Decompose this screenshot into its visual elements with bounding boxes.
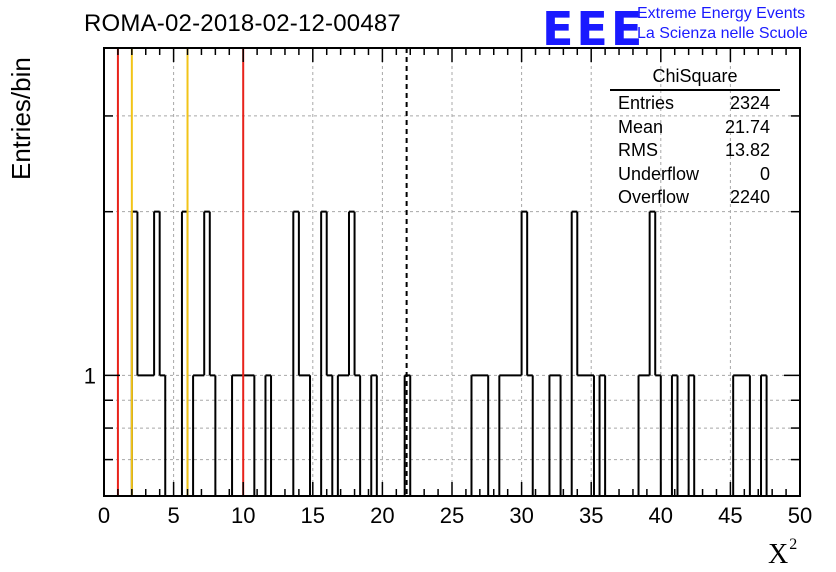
stats-box: ChiSquare Entries 2324 Mean 21.74 RMS 13.82… [610, 66, 780, 210]
x-tick-label: 15 [301, 503, 325, 528]
x-tick-label: 0 [98, 503, 110, 528]
y-axis-label: Entries/bin [6, 57, 36, 180]
x-tick-label: 20 [370, 503, 394, 528]
stats-label: Entries [618, 93, 675, 113]
y-tick-label: 1 [84, 363, 96, 388]
x-tick-label: 40 [649, 503, 673, 528]
stats-value: 13.82 [724, 140, 770, 160]
x-axis-label: X2 [768, 536, 797, 571]
logo-line-1: Extreme Energy Events [637, 5, 806, 22]
stats-value: 0 [759, 163, 770, 184]
x-tick-label: 30 [509, 503, 533, 528]
x-tick-label: 10 [231, 503, 255, 528]
stats-value: 2324 [729, 93, 770, 113]
x-tick-label: 45 [718, 503, 742, 528]
stats-label: RMS [618, 140, 658, 160]
stats-value: 21.74 [724, 116, 770, 137]
eee-logo: EEE [542, 2, 646, 56]
chart-title: ROMA-02-2018-02-12-00487 [84, 10, 401, 37]
stats-label: Mean [618, 116, 664, 137]
x-tick-label: 50 [788, 503, 812, 528]
stats-row-rms: RMS 13.82 [610, 139, 780, 163]
stats-row-overflow: Overflow 2240 [610, 186, 780, 210]
stats-value: 2240 [729, 187, 770, 207]
stats-label: Underflow [618, 163, 700, 184]
x-axis-label-base: X [768, 539, 789, 570]
x-tick-label: 5 [167, 503, 179, 528]
stats-label: Overflow [618, 187, 690, 207]
histogram-series [130, 210, 768, 496]
x-tick-label: 35 [579, 503, 603, 528]
x-tick-label: 25 [440, 503, 464, 528]
eee-logo-text: Extreme Energy Events La Scienza nelle S… [637, 4, 808, 44]
stats-row-mean: Mean 21.74 [610, 116, 780, 140]
logo-line-2: La Scienza nelle Scuole [637, 25, 808, 42]
x-axis-label-superscript: 2 [789, 536, 798, 553]
stats-title: ChiSquare [610, 66, 780, 91]
stats-row-entries: Entries 2324 [610, 92, 780, 116]
stats-row-underflow: Underflow 0 [610, 163, 780, 187]
